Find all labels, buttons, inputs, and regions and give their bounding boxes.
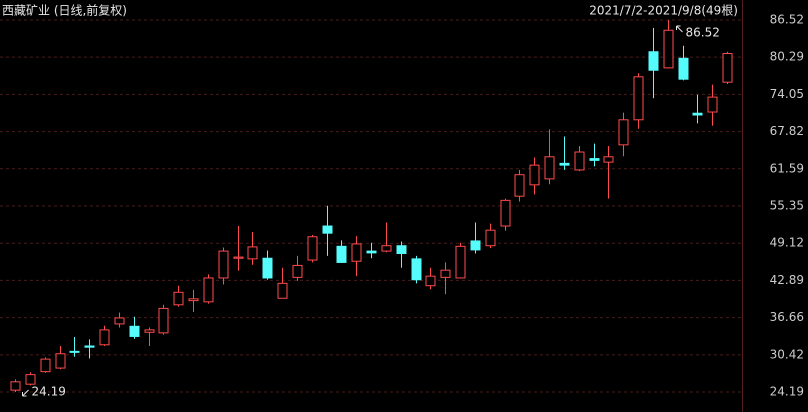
candle-body [218, 250, 229, 279]
y-tick-label: 67.82 [770, 124, 804, 138]
candle-body [722, 53, 733, 83]
candle-body [25, 374, 36, 385]
candle-body [603, 156, 614, 163]
candle-body [188, 298, 199, 302]
candle-body [247, 246, 258, 260]
candle-body [144, 329, 155, 333]
candle-body [514, 174, 525, 197]
candle-body [381, 245, 392, 252]
chart-subtitle: 2021/7/2-2021/9/8(49根) [589, 4, 738, 18]
candle-body [707, 96, 718, 113]
chart-title: 西藏矿业 (日线,前复权) [2, 3, 127, 18]
candle-body [470, 240, 481, 251]
candle-body [574, 151, 585, 171]
candle-body [411, 258, 422, 281]
candle-body [292, 264, 303, 278]
candle-body [84, 345, 95, 348]
candle-body [618, 119, 629, 146]
candle-body [366, 250, 377, 254]
candle-body [233, 256, 244, 259]
candle-body [40, 358, 51, 373]
candle-body [544, 156, 555, 180]
candle-body [262, 257, 273, 279]
candle-body [678, 57, 689, 80]
candle-body [55, 353, 66, 369]
y-tick-label: 55.35 [770, 199, 804, 213]
min-label: 24.19 [32, 385, 66, 399]
y-tick-label: 61.59 [770, 161, 804, 175]
candle-body [529, 164, 540, 186]
candle-body [69, 350, 80, 353]
candle-body [396, 245, 407, 254]
candle-body [440, 269, 451, 278]
candle-body [158, 307, 169, 334]
candle-body [663, 29, 674, 69]
y-tick-label: 80.29 [770, 50, 804, 64]
candle-body [277, 282, 288, 299]
candle-body [692, 112, 703, 116]
candle-body [425, 275, 436, 287]
y-tick-label: 36.66 [770, 310, 804, 324]
candle-body [173, 291, 184, 306]
candle-body [648, 51, 659, 71]
candle-body [307, 236, 318, 261]
max-label: 86.52 [686, 25, 720, 39]
y-tick-label: 24.19 [770, 385, 804, 399]
candle-body [589, 158, 600, 161]
candle-body [500, 199, 511, 227]
y-tick-label: 74.05 [770, 87, 804, 101]
candle-body [351, 243, 362, 262]
max-arrow [676, 25, 683, 33]
y-tick-label: 86.52 [770, 12, 804, 26]
candle-body [129, 325, 140, 337]
y-tick-label: 49.12 [770, 236, 804, 250]
candle-body [336, 245, 347, 263]
candle-body [633, 76, 644, 121]
y-tick-label: 42.89 [770, 273, 804, 287]
candle-body [203, 277, 214, 303]
candle-body [114, 317, 125, 325]
candle-body [99, 329, 110, 346]
candle-body [10, 381, 21, 391]
candle-body [485, 229, 496, 247]
candle-body [559, 162, 570, 166]
candle-body [322, 225, 333, 234]
y-tick-label: 30.42 [770, 347, 804, 361]
min-arrow [22, 389, 29, 397]
candle-body [455, 245, 466, 279]
